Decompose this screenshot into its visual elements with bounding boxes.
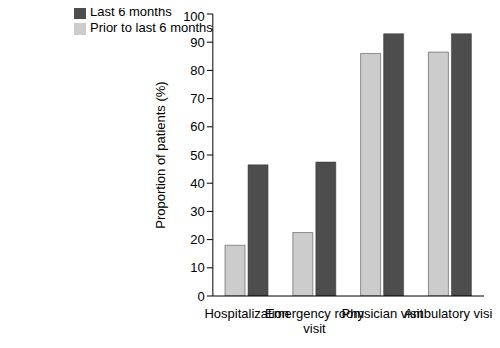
svg-text:40: 40 xyxy=(190,176,204,191)
svg-text:Proportion of patients (%): Proportion of patients (%) xyxy=(153,81,168,228)
svg-text:10: 10 xyxy=(190,260,204,275)
html-text:visit: visit xyxy=(303,321,326,336)
svg-text:60: 60 xyxy=(190,119,204,134)
svg-text:Ambulatory visit: Ambulatory visit xyxy=(404,306,492,321)
svg-text:70: 70 xyxy=(190,91,204,106)
svg-text:50: 50 xyxy=(190,148,204,163)
svg-text:100: 100 xyxy=(183,9,205,24)
html-text:Last 6 months: Last 6 months xyxy=(90,4,172,19)
svg-text:30: 30 xyxy=(190,204,204,219)
svg-text:Physician visit: Physician visit xyxy=(341,306,424,321)
svg-text:20: 20 xyxy=(190,232,204,247)
svg-text:90: 90 xyxy=(190,35,204,50)
html-text:Emergency room: Emergency room xyxy=(265,306,364,321)
svg-text:80: 80 xyxy=(190,63,204,78)
svg-text:0: 0 xyxy=(198,289,205,304)
html-text:Prior to last 6 months: Prior to last 6 months xyxy=(90,20,213,35)
svg-text:Hospitalization: Hospitalization xyxy=(204,306,289,321)
